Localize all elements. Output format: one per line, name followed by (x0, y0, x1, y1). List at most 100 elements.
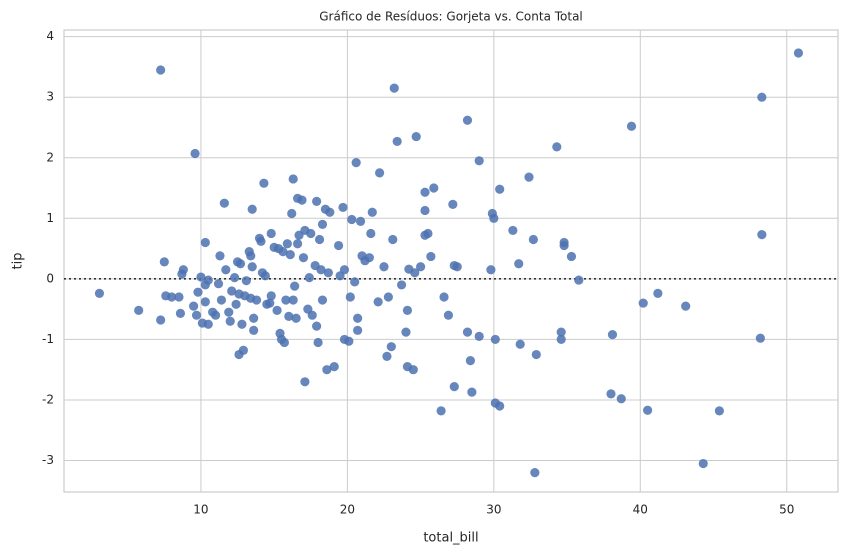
point (322, 365, 332, 375)
point (364, 253, 374, 263)
point (452, 262, 462, 272)
point (467, 387, 477, 397)
point (325, 207, 335, 217)
point (345, 292, 355, 302)
point (333, 240, 344, 251)
point (297, 195, 307, 205)
point (247, 204, 257, 214)
point (94, 288, 105, 298)
point (714, 406, 724, 416)
point (284, 311, 294, 322)
point (382, 351, 392, 361)
point (272, 305, 282, 315)
point (224, 307, 234, 317)
point (344, 336, 354, 346)
point (230, 273, 240, 283)
point (167, 292, 177, 302)
point (134, 305, 144, 315)
point (266, 291, 276, 301)
point (681, 301, 691, 311)
point (566, 251, 577, 262)
point (237, 319, 247, 329)
point (408, 365, 418, 375)
point (314, 234, 325, 245)
point (347, 214, 357, 225)
point (552, 142, 562, 152)
point (304, 273, 314, 283)
point (465, 356, 476, 366)
point (429, 183, 439, 193)
point (375, 168, 385, 178)
point (443, 310, 454, 320)
x-tick-label: 10 (193, 503, 208, 517)
point (351, 158, 361, 168)
point (559, 240, 569, 251)
point (189, 301, 199, 311)
point (281, 295, 291, 305)
point (420, 187, 430, 197)
x-axis-label: total_bill (423, 531, 478, 546)
point (528, 234, 538, 245)
y-tick-label: 2 (46, 150, 54, 164)
point (256, 236, 266, 246)
point (489, 213, 499, 223)
point (312, 196, 322, 206)
point (355, 216, 366, 226)
point (420, 205, 430, 216)
point (265, 298, 275, 308)
point (638, 298, 648, 308)
point (423, 228, 433, 239)
point (338, 202, 348, 213)
point (531, 349, 541, 360)
point (312, 321, 322, 331)
point (490, 334, 500, 345)
point (313, 337, 323, 348)
point (793, 48, 804, 58)
point (426, 251, 436, 262)
point (225, 316, 235, 326)
point (388, 234, 398, 245)
point (246, 251, 256, 261)
point (159, 257, 169, 267)
point (411, 131, 421, 142)
point (316, 265, 326, 275)
point (495, 401, 505, 411)
point (323, 268, 333, 278)
point (389, 83, 399, 93)
point (353, 313, 363, 323)
point (366, 228, 376, 239)
point (317, 219, 328, 229)
point (266, 228, 276, 239)
point (156, 315, 166, 325)
point (282, 239, 292, 249)
point (203, 275, 213, 285)
point (643, 405, 653, 415)
point (607, 329, 618, 340)
point (383, 292, 393, 302)
point (462, 327, 473, 337)
point (329, 362, 339, 372)
point (278, 247, 288, 257)
point (392, 136, 402, 147)
point (221, 265, 231, 275)
point (241, 276, 251, 286)
y-tick-label: -1 (42, 332, 54, 346)
point (291, 313, 301, 323)
point (287, 208, 297, 219)
point (216, 295, 227, 305)
point (416, 262, 426, 272)
plot-area (63, 29, 839, 493)
point (317, 295, 328, 305)
point (653, 288, 663, 298)
point (249, 325, 259, 335)
point (698, 458, 708, 469)
point (203, 319, 213, 329)
point (235, 259, 246, 269)
point (193, 287, 203, 297)
point (174, 292, 184, 302)
point (290, 281, 300, 291)
point (515, 339, 525, 349)
point (616, 394, 626, 404)
y-axis-label: tip (11, 253, 26, 270)
point (285, 250, 295, 260)
